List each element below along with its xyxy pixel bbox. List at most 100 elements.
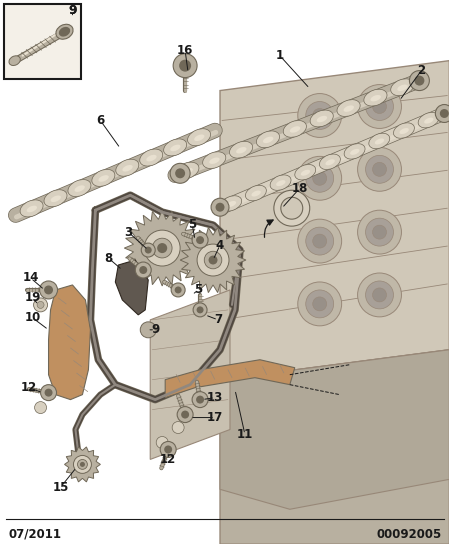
Ellipse shape xyxy=(50,196,61,202)
Ellipse shape xyxy=(221,196,242,211)
Circle shape xyxy=(298,282,342,326)
Text: 19: 19 xyxy=(24,292,41,305)
Ellipse shape xyxy=(270,175,291,190)
Circle shape xyxy=(40,385,57,401)
Circle shape xyxy=(306,165,333,192)
Circle shape xyxy=(45,389,53,397)
Circle shape xyxy=(313,171,327,185)
Circle shape xyxy=(365,218,393,246)
Circle shape xyxy=(365,281,393,309)
Ellipse shape xyxy=(116,159,139,176)
Text: 1: 1 xyxy=(276,49,284,62)
Circle shape xyxy=(160,441,176,457)
Text: 7: 7 xyxy=(214,313,222,326)
Polygon shape xyxy=(220,350,449,509)
Circle shape xyxy=(193,303,207,317)
Circle shape xyxy=(157,243,167,253)
Polygon shape xyxy=(150,290,230,459)
Circle shape xyxy=(298,94,342,137)
Ellipse shape xyxy=(230,141,253,158)
Circle shape xyxy=(37,301,44,308)
Ellipse shape xyxy=(325,159,335,165)
Polygon shape xyxy=(220,60,449,380)
Circle shape xyxy=(298,156,342,200)
Text: 3: 3 xyxy=(124,226,132,239)
Circle shape xyxy=(358,273,401,317)
Circle shape xyxy=(44,286,53,294)
Circle shape xyxy=(435,105,450,123)
Circle shape xyxy=(208,256,217,264)
Text: 11: 11 xyxy=(237,428,253,441)
Circle shape xyxy=(358,84,401,129)
Text: 9: 9 xyxy=(151,323,159,336)
Text: 17: 17 xyxy=(207,411,223,424)
Circle shape xyxy=(373,100,387,113)
Text: 4: 4 xyxy=(216,239,224,252)
Ellipse shape xyxy=(370,95,381,101)
Ellipse shape xyxy=(391,79,414,95)
Ellipse shape xyxy=(44,190,67,207)
Ellipse shape xyxy=(56,25,73,39)
Circle shape xyxy=(306,101,333,130)
Circle shape xyxy=(313,234,327,248)
Text: 12: 12 xyxy=(21,381,37,394)
Text: 9: 9 xyxy=(68,4,76,17)
Circle shape xyxy=(306,290,333,318)
Circle shape xyxy=(192,232,208,248)
Circle shape xyxy=(171,283,185,297)
Ellipse shape xyxy=(146,155,157,161)
Polygon shape xyxy=(180,227,246,293)
Polygon shape xyxy=(220,350,449,544)
Ellipse shape xyxy=(397,84,408,91)
Circle shape xyxy=(196,236,204,244)
Circle shape xyxy=(373,225,387,239)
Text: 2: 2 xyxy=(417,64,425,77)
Circle shape xyxy=(358,210,401,254)
Circle shape xyxy=(211,198,229,216)
Text: 9: 9 xyxy=(68,4,77,17)
Circle shape xyxy=(179,59,191,71)
Ellipse shape xyxy=(227,201,236,207)
Circle shape xyxy=(197,306,203,313)
Circle shape xyxy=(440,109,449,118)
Text: 5: 5 xyxy=(188,217,196,231)
Ellipse shape xyxy=(245,185,266,201)
Ellipse shape xyxy=(194,135,204,141)
Polygon shape xyxy=(165,360,295,398)
Circle shape xyxy=(34,298,48,312)
Circle shape xyxy=(306,227,333,255)
Circle shape xyxy=(313,108,327,123)
Circle shape xyxy=(135,262,151,278)
Circle shape xyxy=(365,93,393,120)
Text: 14: 14 xyxy=(22,271,39,284)
Ellipse shape xyxy=(188,129,211,146)
Bar xyxy=(4,4,81,78)
Ellipse shape xyxy=(209,158,220,164)
Circle shape xyxy=(139,266,147,274)
Circle shape xyxy=(192,392,208,408)
Text: 00092005: 00092005 xyxy=(376,528,441,541)
Ellipse shape xyxy=(140,149,163,166)
Circle shape xyxy=(175,287,182,293)
Circle shape xyxy=(156,437,168,449)
Wedge shape xyxy=(274,190,310,226)
Ellipse shape xyxy=(283,120,306,137)
Ellipse shape xyxy=(350,149,360,155)
Ellipse shape xyxy=(424,118,433,124)
Text: 18: 18 xyxy=(292,182,308,195)
Circle shape xyxy=(181,410,189,419)
Polygon shape xyxy=(124,210,200,286)
Text: 07/2011: 07/2011 xyxy=(9,528,62,541)
Ellipse shape xyxy=(344,105,354,112)
Ellipse shape xyxy=(320,154,340,169)
Circle shape xyxy=(373,288,387,302)
Ellipse shape xyxy=(317,116,327,122)
Ellipse shape xyxy=(290,126,300,132)
Circle shape xyxy=(80,462,85,467)
Ellipse shape xyxy=(176,162,199,179)
Ellipse shape xyxy=(236,147,247,154)
Ellipse shape xyxy=(256,131,279,148)
Ellipse shape xyxy=(164,139,187,156)
Ellipse shape xyxy=(295,165,316,180)
Ellipse shape xyxy=(202,152,226,168)
